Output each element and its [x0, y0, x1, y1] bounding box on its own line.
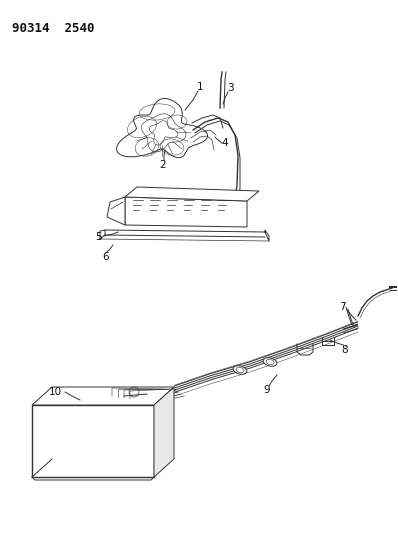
- Ellipse shape: [263, 358, 277, 366]
- Polygon shape: [125, 197, 247, 227]
- Text: 2: 2: [160, 160, 166, 170]
- Text: 4: 4: [222, 138, 228, 148]
- Text: 90314  2540: 90314 2540: [12, 22, 94, 35]
- Text: 10: 10: [49, 387, 62, 397]
- Text: 8: 8: [342, 345, 348, 355]
- Text: 5: 5: [96, 232, 102, 242]
- Text: 6: 6: [103, 252, 109, 262]
- Polygon shape: [107, 197, 125, 225]
- Text: 9: 9: [264, 385, 270, 395]
- Ellipse shape: [233, 366, 247, 374]
- Polygon shape: [32, 405, 154, 477]
- Polygon shape: [125, 187, 259, 201]
- Polygon shape: [32, 387, 174, 405]
- Text: 7: 7: [339, 302, 345, 312]
- Text: 3: 3: [227, 83, 233, 93]
- Text: 1: 1: [197, 82, 203, 92]
- Polygon shape: [154, 387, 174, 477]
